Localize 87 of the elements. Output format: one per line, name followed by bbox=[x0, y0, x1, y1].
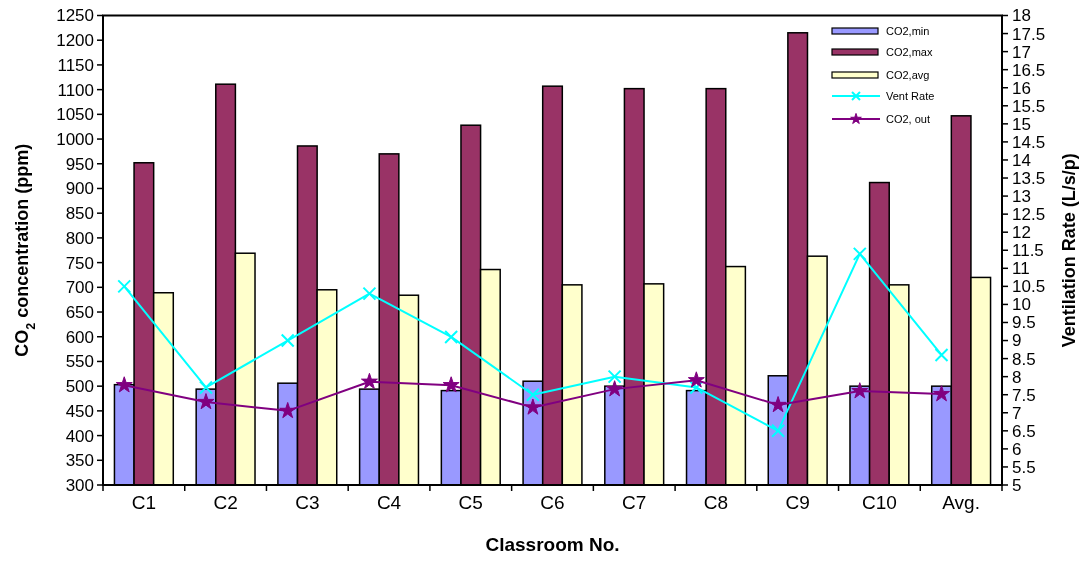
point bbox=[689, 380, 704, 395]
legend-label: CO2,avg bbox=[886, 68, 930, 81]
y2-tick-label: 7 bbox=[1012, 403, 1022, 423]
y-tick-label: 1250 bbox=[56, 6, 94, 26]
point bbox=[771, 423, 786, 438]
point bbox=[362, 286, 377, 301]
y-tick-label: 1200 bbox=[56, 31, 94, 51]
legend-label: CO2,max bbox=[886, 45, 933, 58]
x-tick-label: C4 bbox=[376, 492, 402, 513]
y-tick-label: 1150 bbox=[57, 55, 94, 75]
y-tick-label: 1000 bbox=[56, 130, 94, 149]
y-tick-label: 350 bbox=[65, 451, 94, 471]
point bbox=[851, 382, 869, 399]
y2-tick-label: 11 bbox=[1012, 259, 1030, 279]
y2-tick-label: 10 bbox=[1012, 295, 1031, 315]
point bbox=[198, 380, 213, 395]
y2-tick-label: 13 bbox=[1012, 187, 1031, 207]
y2-tick-label: 16 bbox=[1012, 78, 1031, 98]
y-tick-label: 750 bbox=[65, 253, 94, 273]
point bbox=[280, 333, 295, 348]
y2-tick-label: 8 bbox=[1012, 367, 1022, 387]
y-tick-label: 900 bbox=[65, 179, 94, 199]
y2-tick-label: 12.5 bbox=[1012, 205, 1046, 225]
y2-tick-label: 9 bbox=[1012, 331, 1022, 351]
legend-label: CO2,min bbox=[886, 24, 930, 37]
point bbox=[117, 279, 132, 294]
y2-tick-label: 5 bbox=[1012, 475, 1022, 495]
x-axis-title: Classroom No. bbox=[485, 534, 620, 555]
point bbox=[934, 347, 949, 362]
y2-tick-label: 12 bbox=[1012, 223, 1031, 243]
y-tick-label: 300 bbox=[65, 475, 94, 495]
legend-label: CO2, out bbox=[886, 112, 931, 125]
y-tick-label: 600 bbox=[65, 327, 94, 347]
point bbox=[524, 398, 542, 415]
y2-tick-label: 18 bbox=[1012, 6, 1031, 26]
y2-tick-label: 6 bbox=[1012, 439, 1022, 459]
point bbox=[606, 380, 624, 397]
y2-tick-label: 11.5 bbox=[1012, 241, 1044, 261]
y2-tick-label: 17 bbox=[1012, 42, 1031, 62]
x-tick-label: C6 bbox=[540, 492, 565, 513]
y-tick-label: 550 bbox=[65, 352, 94, 372]
y-tick-label: 800 bbox=[65, 228, 94, 248]
point bbox=[607, 369, 622, 384]
point bbox=[852, 246, 867, 261]
x-tick-label: C10 bbox=[861, 492, 897, 513]
point bbox=[687, 371, 705, 388]
x-tick-label: Avg. bbox=[942, 492, 980, 513]
y-tick-label: 400 bbox=[65, 426, 94, 446]
y2-tick-label: 6.5 bbox=[1012, 421, 1036, 441]
point bbox=[442, 376, 460, 393]
point bbox=[444, 329, 459, 344]
y2-tick-label: 17.5 bbox=[1012, 24, 1046, 44]
y-tick-label: 850 bbox=[65, 204, 94, 224]
y2-axis-title: Ventilation Rate (L/s/p) bbox=[1059, 153, 1079, 348]
y2-tick-label: 15.5 bbox=[1012, 96, 1046, 116]
y2-tick-label: 10.5 bbox=[1012, 277, 1046, 297]
y2-tick-label: 15 bbox=[1012, 114, 1031, 134]
x-tick-label: C1 bbox=[131, 492, 157, 513]
x-tick-label: C8 bbox=[703, 492, 729, 513]
y2-tick-label: 7.5 bbox=[1012, 385, 1036, 405]
y-tick-label: 650 bbox=[65, 302, 94, 322]
x-tick-label: C5 bbox=[458, 492, 483, 513]
y-tick-label: 450 bbox=[65, 401, 94, 421]
point bbox=[360, 372, 378, 389]
y2-tick-label: 14 bbox=[1012, 150, 1031, 170]
point bbox=[525, 387, 540, 402]
legend-label: Vent Rate bbox=[886, 89, 935, 102]
y2-tick-label: 5.5 bbox=[1012, 457, 1036, 477]
point bbox=[279, 401, 297, 419]
y-tick-label: 1050 bbox=[56, 105, 94, 125]
y2-tick-label: 16.5 bbox=[1012, 60, 1046, 80]
y-tick-label: 950 bbox=[65, 154, 94, 174]
y2-tick-label: 9.5 bbox=[1012, 313, 1036, 333]
y-tick-label: 700 bbox=[65, 278, 94, 298]
x-tick-label: C3 bbox=[295, 492, 320, 513]
x-tick-label: C9 bbox=[785, 492, 810, 513]
point bbox=[933, 385, 951, 402]
y2-tick-label: 14.5 bbox=[1012, 132, 1046, 152]
point bbox=[769, 396, 787, 413]
y2-tick-label: 13.5 bbox=[1012, 168, 1046, 188]
y-tick-label: 500 bbox=[65, 377, 94, 397]
point bbox=[197, 393, 215, 410]
point bbox=[115, 376, 133, 393]
y-tick-label: 1100 bbox=[57, 80, 94, 100]
x-tick-label: C2 bbox=[213, 492, 238, 513]
y2-tick-label: 8.5 bbox=[1012, 349, 1036, 369]
x-tick-label: C7 bbox=[622, 492, 647, 513]
